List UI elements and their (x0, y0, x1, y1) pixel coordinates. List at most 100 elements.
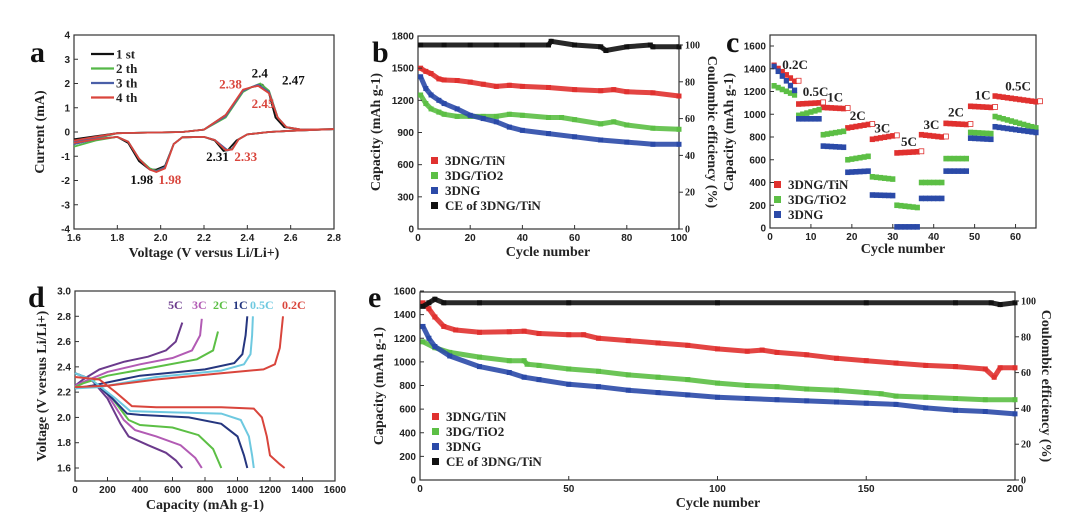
x-tick-label: 30 (887, 232, 899, 243)
data-point (506, 111, 512, 117)
hollow-marker (844, 105, 851, 111)
x-tick-label: 40 (928, 232, 940, 243)
y-tick-label: 0 (760, 224, 766, 235)
data-point (804, 100, 810, 107)
data-point (869, 192, 875, 198)
x-tick-label: 60 (1010, 232, 1022, 243)
x-tick-label: 0 (417, 484, 423, 495)
data-point (1029, 123, 1035, 130)
data-point (1012, 365, 1018, 371)
data-point (943, 155, 949, 162)
y-tick-label: 1800 (392, 32, 415, 43)
data-point (480, 116, 486, 122)
rate-label: 2C (850, 108, 866, 123)
data-point (953, 364, 958, 370)
data-point (744, 395, 750, 401)
data-point (836, 105, 843, 112)
data-point (820, 131, 826, 138)
rate-label: 1C (233, 298, 248, 312)
data-point (886, 133, 892, 140)
legend-label: CE of 3DNG/TiN (446, 454, 542, 469)
data-point (598, 121, 604, 127)
data-point (441, 111, 447, 117)
axis-ticks: 0 50 100 150 2000200400600800100012001400160… (394, 287, 1036, 496)
data-point (650, 90, 656, 96)
data-point (918, 131, 925, 138)
data-point (1012, 300, 1018, 306)
y-tick-label: 1000 (394, 357, 417, 368)
rate-label: 3C (874, 120, 890, 135)
legend-label: 3DNG (788, 207, 823, 222)
data-point (922, 179, 929, 186)
data-point (493, 83, 499, 89)
data-point (566, 381, 572, 387)
data-point (428, 106, 434, 112)
x-tick-label: 2.2 (197, 233, 211, 244)
axis-ticks: 0 200 400 600 800 1000 1200 1400 1600 1.6 1.8 2.0 2.… (57, 287, 346, 497)
y-axis-label: Capacity (mAh g-1) (369, 73, 384, 192)
data-point (603, 48, 609, 54)
data-point (873, 135, 879, 142)
data-point (447, 353, 453, 359)
data-point (418, 92, 424, 98)
data-point (1025, 122, 1031, 129)
data-point (546, 131, 551, 137)
data-point (477, 300, 482, 306)
data-point (816, 100, 822, 106)
x-tick-label: 600 (164, 485, 181, 496)
data-point (886, 192, 892, 199)
data-point (877, 135, 884, 141)
legend-label: 3DNG (446, 439, 481, 454)
data-point (849, 169, 855, 175)
data-point (991, 374, 997, 380)
peak-annotation: 2.45 (252, 96, 275, 111)
data-point (898, 149, 904, 156)
y2-axis-label: Coulombic efficiency (%) (704, 56, 719, 209)
data-point (685, 342, 691, 348)
data-point (787, 82, 794, 89)
data-point (521, 328, 527, 334)
data-point (877, 192, 884, 199)
data-point (963, 155, 970, 162)
data-point (984, 130, 990, 137)
data-point (988, 104, 994, 111)
peak-annotation: 1.98 (130, 172, 153, 187)
data-point (963, 121, 970, 128)
data-point (1008, 118, 1015, 124)
data-point (779, 68, 785, 75)
y-tick-label: 2.0 (57, 413, 71, 424)
data-point (477, 364, 482, 370)
panel-letter-e: e (368, 281, 381, 314)
data-point (841, 128, 847, 135)
data-point (939, 134, 945, 140)
data-point (536, 331, 542, 337)
data-point (506, 370, 512, 376)
data-point (467, 112, 473, 118)
legend-label: 3DG/TiO2 (445, 168, 503, 183)
data-point (845, 169, 851, 176)
data-point (996, 114, 1002, 121)
data-point (685, 377, 691, 383)
data-point (890, 176, 896, 182)
data-point (834, 399, 839, 405)
data-point (980, 104, 986, 110)
panel-letter-d: d (28, 281, 45, 314)
data-point (893, 401, 899, 407)
hollow-marker (894, 132, 900, 139)
data-point (1004, 117, 1010, 123)
plot-marks (74, 316, 286, 469)
charge-curve (74, 318, 203, 387)
rate-label: 0.2C (282, 298, 306, 312)
data-point (493, 42, 499, 48)
cv-curve-anodic (73, 84, 335, 142)
y-tick-label: 3 (64, 55, 70, 66)
data-point (536, 362, 542, 368)
data-point (943, 120, 949, 127)
data-point (521, 358, 527, 364)
rate-labels: 5C 3C 2C 1C 0.5C 0.2C (168, 298, 306, 312)
data-point (428, 92, 434, 98)
data-point (935, 195, 941, 202)
data-point (906, 149, 912, 156)
data-point (808, 116, 814, 122)
